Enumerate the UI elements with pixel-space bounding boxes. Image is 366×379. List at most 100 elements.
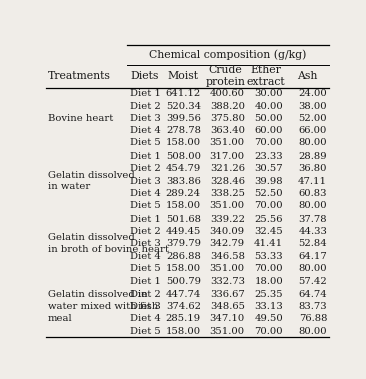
Text: 388.20: 388.20 [210, 102, 245, 111]
Text: 33.13: 33.13 [254, 302, 283, 311]
Text: 351.00: 351.00 [210, 201, 245, 210]
Text: Diet 1: Diet 1 [130, 89, 160, 98]
Text: 332.73: 332.73 [210, 277, 245, 287]
Text: Diet 3: Diet 3 [130, 302, 160, 311]
Text: 25.35: 25.35 [254, 290, 283, 299]
Text: 346.58: 346.58 [210, 252, 245, 261]
Text: Gelatin dissolved
in broth of bovine heart: Gelatin dissolved in broth of bovine hea… [48, 233, 169, 254]
Text: 52.50: 52.50 [254, 189, 283, 198]
Text: Diet 5: Diet 5 [130, 138, 160, 147]
Text: 49.50: 49.50 [254, 314, 283, 323]
Text: Bovine heart: Bovine heart [48, 114, 113, 123]
Text: Diet 4: Diet 4 [130, 126, 160, 135]
Text: 40.00: 40.00 [254, 102, 283, 111]
Text: Ether
extract: Ether extract [247, 65, 285, 87]
Text: 36.80: 36.80 [299, 164, 327, 173]
Text: Diet 1: Diet 1 [130, 152, 160, 161]
Text: 52.00: 52.00 [299, 114, 327, 123]
Text: Diet 3: Diet 3 [130, 177, 160, 186]
Text: 447.74: 447.74 [165, 290, 201, 299]
Text: 70.00: 70.00 [254, 327, 283, 336]
Text: 383.86: 383.86 [166, 177, 201, 186]
Text: 501.68: 501.68 [166, 215, 201, 224]
Text: 399.56: 399.56 [166, 114, 201, 123]
Text: 278.78: 278.78 [166, 126, 201, 135]
Text: 321.26: 321.26 [210, 164, 245, 173]
Text: 83.73: 83.73 [299, 302, 327, 311]
Text: Chemical composition (g/kg): Chemical composition (g/kg) [149, 50, 307, 60]
Text: 53.33: 53.33 [254, 252, 283, 261]
Text: 363.40: 363.40 [210, 126, 245, 135]
Text: 375.80: 375.80 [210, 114, 245, 123]
Text: Moist: Moist [168, 71, 199, 81]
Text: 30.00: 30.00 [254, 89, 283, 98]
Text: Diet 3: Diet 3 [130, 239, 160, 248]
Text: 70.00: 70.00 [254, 201, 283, 210]
Text: 158.00: 158.00 [166, 201, 201, 210]
Text: 64.74: 64.74 [298, 290, 327, 299]
Text: 158.00: 158.00 [166, 264, 201, 273]
Text: 76.88: 76.88 [299, 314, 327, 323]
Text: 348.65: 348.65 [210, 302, 245, 311]
Text: 400.60: 400.60 [210, 89, 245, 98]
Text: 317.00: 317.00 [210, 152, 245, 161]
Text: 454.79: 454.79 [166, 164, 201, 173]
Text: Diet 2: Diet 2 [130, 290, 160, 299]
Text: 347.10: 347.10 [210, 314, 245, 323]
Text: 286.88: 286.88 [166, 252, 201, 261]
Text: 57.42: 57.42 [298, 277, 327, 287]
Text: 158.00: 158.00 [166, 138, 201, 147]
Text: 24.00: 24.00 [298, 89, 327, 98]
Text: 41.41: 41.41 [254, 239, 283, 248]
Text: Treatments: Treatments [48, 71, 111, 81]
Text: 80.00: 80.00 [299, 138, 327, 147]
Text: Diet 5: Diet 5 [130, 201, 160, 210]
Text: Diet 4: Diet 4 [130, 314, 160, 323]
Text: 158.00: 158.00 [166, 327, 201, 336]
Text: 285.19: 285.19 [166, 314, 201, 323]
Text: 38.00: 38.00 [299, 102, 327, 111]
Text: Diet 2: Diet 2 [130, 102, 160, 111]
Text: 18.00: 18.00 [254, 277, 283, 287]
Text: 336.67: 336.67 [210, 290, 245, 299]
Text: Crude
protein: Crude protein [205, 65, 245, 87]
Text: 374.62: 374.62 [166, 302, 201, 311]
Text: 60.83: 60.83 [299, 189, 327, 198]
Text: Gelatin dissolved
in water: Gelatin dissolved in water [48, 171, 135, 191]
Text: Diet 4: Diet 4 [130, 189, 160, 198]
Text: 32.45: 32.45 [254, 227, 283, 236]
Text: 351.00: 351.00 [210, 327, 245, 336]
Text: Diet 2: Diet 2 [130, 227, 160, 236]
Text: Ash: Ash [297, 71, 318, 81]
Text: 25.56: 25.56 [255, 215, 283, 224]
Text: Diet 3: Diet 3 [130, 114, 160, 123]
Text: Diet 2: Diet 2 [130, 164, 160, 173]
Text: Diets: Diets [131, 71, 159, 81]
Text: 80.00: 80.00 [299, 201, 327, 210]
Text: 328.46: 328.46 [210, 177, 245, 186]
Text: 340.09: 340.09 [210, 227, 245, 236]
Text: 342.79: 342.79 [210, 239, 245, 248]
Text: Diet 1: Diet 1 [130, 215, 160, 224]
Text: Gelatin dissolved in
water mixed with fish
meal: Gelatin dissolved in water mixed with fi… [48, 290, 158, 323]
Text: 338.25: 338.25 [210, 189, 245, 198]
Text: 641.12: 641.12 [166, 89, 201, 98]
Text: Diet 5: Diet 5 [130, 264, 160, 273]
Text: 80.00: 80.00 [299, 264, 327, 273]
Text: 339.22: 339.22 [210, 215, 245, 224]
Text: 500.79: 500.79 [166, 277, 201, 287]
Text: Diet 4: Diet 4 [130, 252, 160, 261]
Text: 80.00: 80.00 [299, 327, 327, 336]
Text: 351.00: 351.00 [210, 264, 245, 273]
Text: 37.78: 37.78 [299, 215, 327, 224]
Text: 52.84: 52.84 [298, 239, 327, 248]
Text: 47.11: 47.11 [298, 177, 327, 186]
Text: 44.33: 44.33 [298, 227, 327, 236]
Text: Diet 1: Diet 1 [130, 277, 160, 287]
Text: 30.57: 30.57 [254, 164, 283, 173]
Text: 39.98: 39.98 [254, 177, 283, 186]
Text: 64.17: 64.17 [298, 252, 327, 261]
Text: 508.00: 508.00 [166, 152, 201, 161]
Text: 289.24: 289.24 [166, 189, 201, 198]
Text: 66.00: 66.00 [299, 126, 327, 135]
